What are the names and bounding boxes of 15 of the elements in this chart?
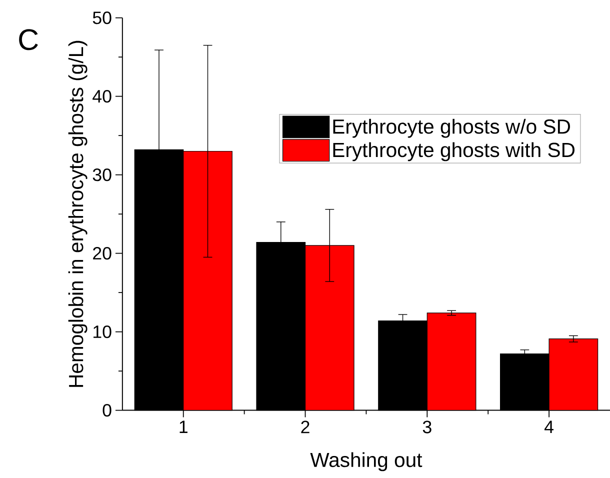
x-tick-label: 2	[301, 420, 310, 434]
chart-title: C	[19, 29, 38, 50]
legend-label: Erythrocyte ghosts w/o SD	[333, 119, 570, 138]
y-tick-label: 40	[92, 90, 112, 103]
x-tick-label: 4	[544, 420, 554, 434]
y-tick-label: 50	[92, 12, 112, 24]
x-axis-title: Washing out	[310, 452, 422, 472]
x-tick-label: 1	[180, 420, 188, 434]
y-axis-title: Hemoglobin in erythrocyte ghosts (g/L)	[68, 41, 88, 388]
legend-label: Erythrocyte ghosts with SD	[333, 142, 575, 162]
y-tick-label: 20	[93, 247, 112, 260]
y-tick-label: 30	[92, 168, 112, 182]
y-tick-label: 10	[94, 326, 112, 338]
y-tick-label: 0	[102, 404, 112, 417]
x-tick-label: 3	[422, 420, 432, 434]
